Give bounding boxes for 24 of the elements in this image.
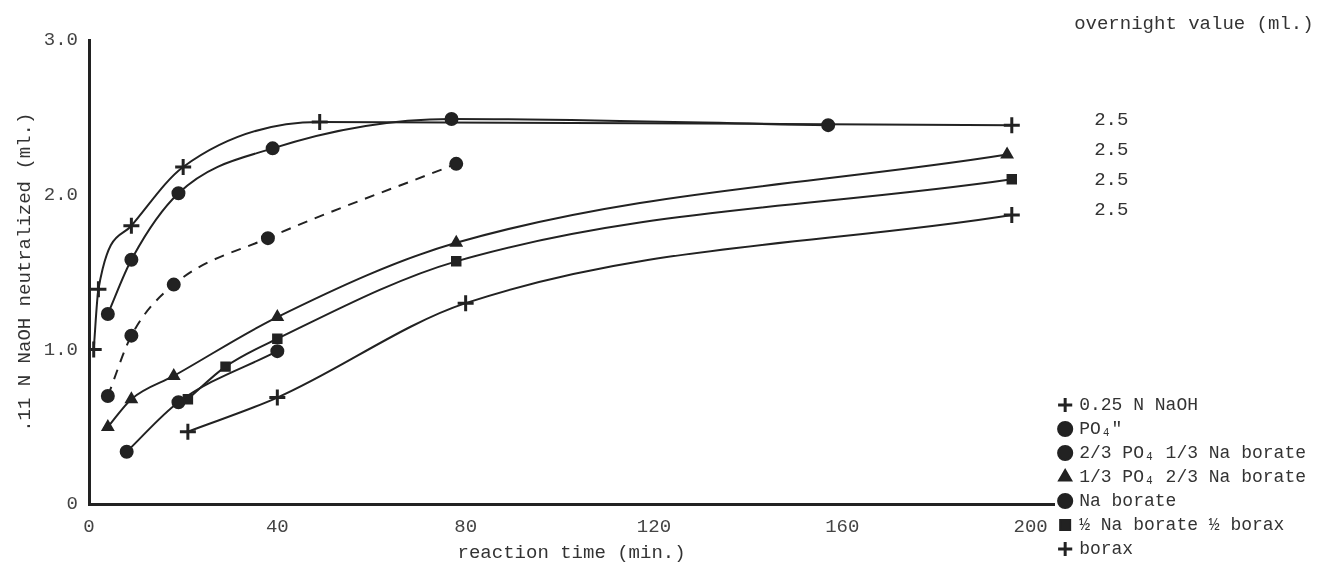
text: 2.5 [1094,199,1129,222]
x-tick-label: 0 [83,515,95,538]
x-tick-label: 120 [636,515,672,538]
legend-label: borax [1079,538,1134,559]
y-tick-label: 3.0 [43,29,79,52]
x-axis-title: reaction time (min.) [457,541,686,564]
legend-label: Na borate [1079,490,1177,511]
legend-label: 1/3 PO₄ 2/3 Na borate [1079,466,1307,487]
y-tick-label: 2.0 [43,183,79,206]
y-tick-label: 0 [66,493,79,516]
x-tick-label: 80 [454,515,478,538]
legend-label: 0.25 N NaOH [1079,394,1198,415]
legend-label: ½ Na borate ½ borax [1079,514,1285,535]
text: 2.5 [1094,139,1129,162]
x-tick-label: 160 [825,515,860,538]
text: overnight value (ml.) [1074,13,1314,36]
text: 2.5 [1094,169,1129,192]
y-axis-title: .11 N NaOH neutralized (ml.) [14,112,37,432]
y-tick-label: 1.0 [43,338,79,361]
legend-label: PO₄" [1079,418,1123,439]
x-tick-label: 40 [265,515,289,538]
legend-label: 2/3 PO₄ 1/3 Na borate [1079,442,1307,463]
text: 2.5 [1094,109,1129,132]
x-tick-label: 200 [1013,515,1048,538]
